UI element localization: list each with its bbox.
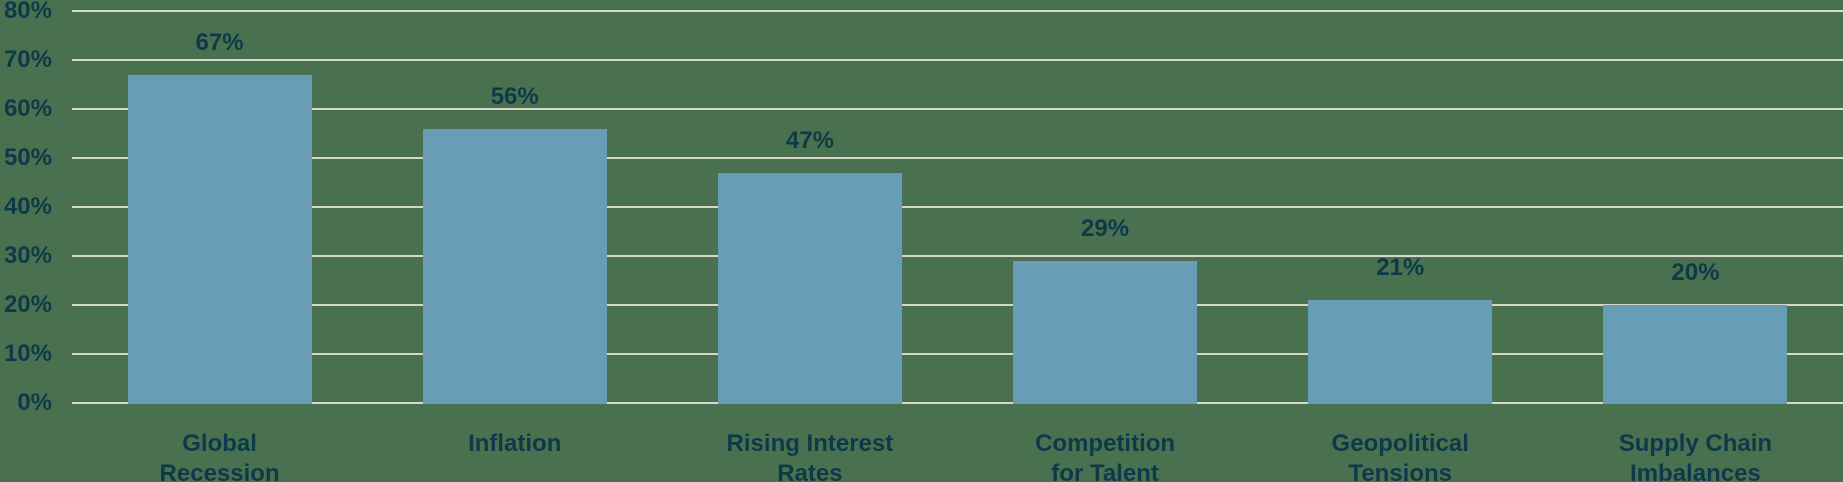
x-axis-category-label-rising-interest-rates: Rising Interest Rates: [662, 429, 957, 482]
gridline-10: [72, 353, 1843, 355]
category-label-line: for Talent: [1051, 460, 1159, 482]
bar-global-recession: [127, 74, 312, 404]
category-label-line: Imbalances: [1630, 460, 1761, 482]
gridline-30: [72, 255, 1843, 257]
y-axis-tick-label-40: 40%: [3, 193, 52, 220]
bar-geopolitical-tensions: [1308, 300, 1493, 404]
y-axis-tick-label-50: 50%: [3, 144, 52, 171]
x-axis-category-label-geopolitical-tensions: Geopolitical Tensions: [1253, 429, 1548, 482]
x-axis-category-label-competition-for-talent: Competition for Talent: [958, 429, 1253, 482]
bar-value-label-global-recession: 67%: [195, 28, 244, 56]
bar-supply-chain-imbalances: [1603, 305, 1788, 404]
bar-inflation: [422, 128, 607, 404]
gridline-70: [72, 59, 1843, 61]
bar-competition-for-talent: [1013, 260, 1198, 404]
gridline-80: [72, 10, 1843, 12]
gridline-50: [72, 157, 1843, 159]
bar-value-label-rising-interest-rates: 47%: [785, 126, 834, 154]
y-axis-tick-label-0: 0%: [17, 389, 52, 416]
category-label-line: Tensions: [1348, 460, 1453, 482]
y-axis-tick-label-60: 60%: [3, 95, 52, 122]
category-label-line: Supply Chain: [1618, 430, 1773, 457]
bar-value-label-competition-for-talent: 29%: [1081, 214, 1130, 242]
category-label-line: Recession: [159, 460, 280, 482]
gridline-40: [72, 206, 1843, 208]
x-axis-category-label-supply-chain-imbalances: Supply Chain Imbalances: [1548, 429, 1843, 482]
gridline-0: [72, 402, 1843, 404]
gridline-60: [72, 108, 1843, 110]
gridline-20: [72, 304, 1843, 306]
category-label-line: Competition: [1035, 430, 1176, 457]
bar-value-label-geopolitical-tensions: 21%: [1376, 254, 1425, 282]
x-axis-category-label-global-recession: Global Recession: [72, 429, 367, 482]
bar-value-label-inflation: 56%: [490, 82, 539, 110]
category-label-line: Rates: [777, 460, 843, 482]
category-label-line: Global: [182, 430, 257, 457]
category-label-line: Geopolitical: [1331, 430, 1469, 457]
y-axis-tick-label-80: 80%: [3, 0, 52, 24]
y-axis-tick-label-30: 30%: [3, 242, 52, 269]
y-axis-tick-label-10: 10%: [3, 340, 52, 367]
bar-rising-interest-rates: [717, 172, 902, 404]
y-axis-tick-label-70: 70%: [3, 46, 52, 73]
category-label-line: Rising Interest: [726, 430, 894, 457]
bar-value-label-supply-chain-imbalances: 20%: [1671, 259, 1720, 286]
category-label-line: Inflation: [468, 430, 562, 457]
x-axis-category-label-inflation: Inflation: [367, 429, 662, 459]
y-axis-tick-label-20: 20%: [3, 291, 52, 318]
